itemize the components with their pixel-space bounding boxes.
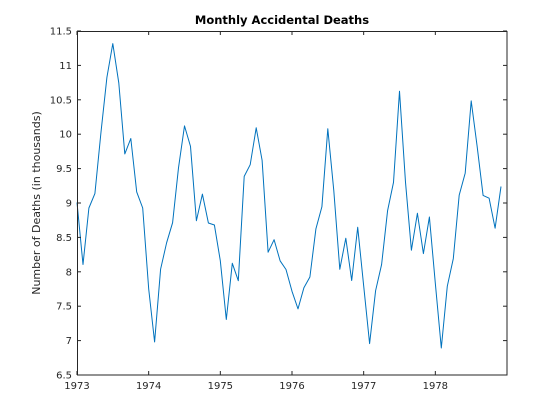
y-axis-ticks: 6.5 7 7.5 8 8.5 9 9.5 10 10.5 11 11.5 bbox=[50, 27, 507, 382]
x-tick-label: 1974 bbox=[136, 381, 161, 392]
y-tick-label: 8 bbox=[66, 267, 72, 278]
x-tick-label: 1973 bbox=[64, 381, 89, 392]
y-tick-label: 9 bbox=[66, 199, 72, 210]
series-line bbox=[76, 43, 502, 349]
y-tick-label: 11.5 bbox=[50, 27, 72, 38]
y-tick-label: 7.5 bbox=[56, 302, 72, 313]
plot-area bbox=[77, 31, 507, 375]
x-tick-label: 1976 bbox=[279, 381, 304, 392]
x-tick-label: 1975 bbox=[208, 381, 233, 392]
y-tick-label: 11 bbox=[59, 61, 72, 72]
y-tick-label: 6.5 bbox=[56, 371, 72, 382]
y-tick-label: 10 bbox=[59, 130, 72, 141]
x-tick-label: 1978 bbox=[423, 381, 448, 392]
y-tick-label: 10.5 bbox=[50, 95, 72, 106]
x-tick-label: 1977 bbox=[351, 381, 376, 392]
y-tick-label: 9.5 bbox=[56, 164, 72, 175]
y-tick-label: 7 bbox=[66, 336, 72, 347]
y-axis-label: Number of Deaths (in thousands) bbox=[30, 111, 43, 295]
axes-box bbox=[77, 31, 508, 376]
y-tick-label: 8.5 bbox=[56, 233, 72, 244]
chart-title: Monthly Accidental Deaths bbox=[195, 13, 369, 27]
